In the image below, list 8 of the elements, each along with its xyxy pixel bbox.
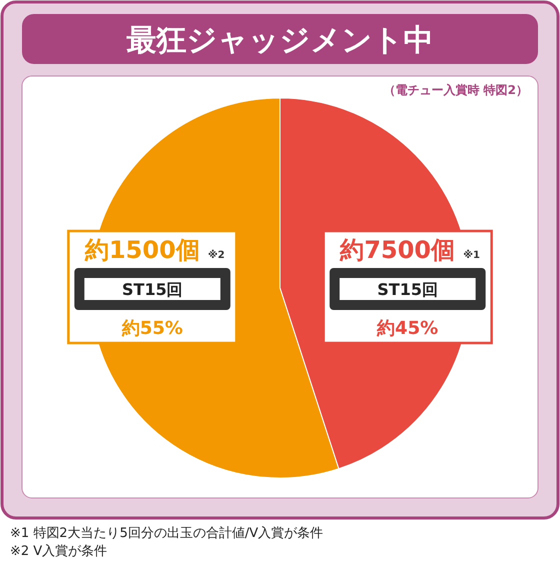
chart-subtitle: （電チュー入賞時 特図2） xyxy=(383,83,528,97)
chart-title: 最狂ジャッジメント中 xyxy=(126,23,434,58)
text: ※2 V入賞が条件 xyxy=(10,544,108,559)
slice-label: 約7500個 xyxy=(339,236,456,264)
text: ※1 特図2大当たり5回分の出玉の合計値/V入賞が条件 xyxy=(10,526,324,541)
data-label: 約45% xyxy=(376,318,438,339)
slice-label: 約1500個 xyxy=(84,236,200,264)
data-label: 約55% xyxy=(120,318,183,339)
